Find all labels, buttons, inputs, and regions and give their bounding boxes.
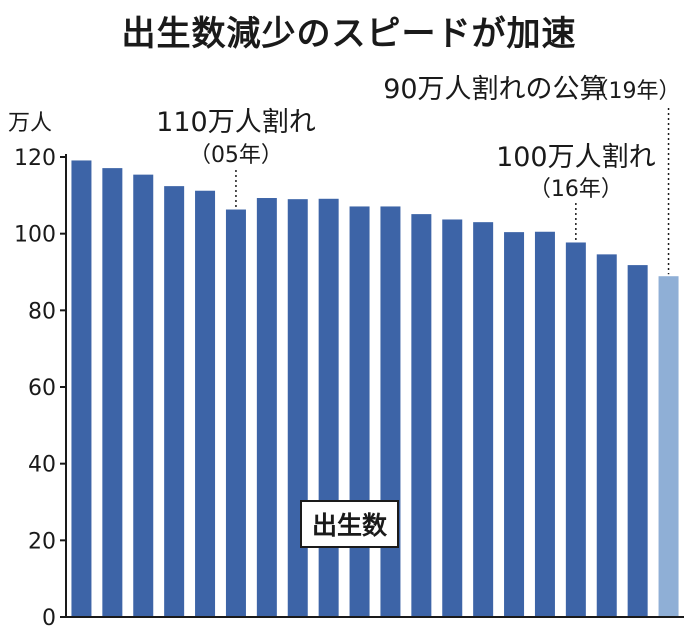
annotation: 110万人割れ （05年） bbox=[156, 107, 316, 208]
annotation-label: 110万人割れ bbox=[156, 107, 316, 138]
bar bbox=[71, 160, 92, 617]
bar bbox=[627, 265, 648, 617]
annotation-year: （19年） bbox=[587, 79, 681, 104]
legend-label: 出生数 bbox=[300, 500, 400, 548]
bar bbox=[565, 242, 586, 617]
bar bbox=[473, 222, 494, 617]
annotation: 90万人割れの公算（19年） bbox=[383, 74, 681, 275]
bar bbox=[442, 219, 463, 617]
y-tick-label: 100 bbox=[14, 223, 56, 248]
annotation-label: 100万人割れ bbox=[496, 142, 656, 173]
bar bbox=[225, 209, 246, 617]
bar bbox=[256, 198, 277, 617]
bar bbox=[287, 199, 308, 617]
y-axis-ticks: 0 20 40 60 80 100 120 bbox=[14, 146, 66, 631]
y-tick-label: 40 bbox=[28, 453, 56, 478]
bar bbox=[133, 174, 154, 617]
annotation-label: 90万人割れの公算 bbox=[383, 74, 606, 105]
annotations: 110万人割れ（05年） 100万人割れ（16年）90万人割れの公算（19年） bbox=[156, 74, 681, 275]
annotation-year: （05年） bbox=[189, 143, 283, 168]
bar bbox=[318, 198, 339, 618]
y-tick-label: 80 bbox=[28, 299, 56, 324]
y-tick-label: 0 bbox=[42, 606, 56, 631]
y-tick-label: 20 bbox=[28, 529, 56, 554]
bar bbox=[504, 232, 525, 617]
annotation: 100万人割れ （16年） bbox=[496, 142, 656, 241]
y-tick-label: 120 bbox=[14, 146, 56, 171]
chart-title: 出生数減少のスピードが加速 bbox=[121, 14, 577, 54]
y-tick-label: 60 bbox=[28, 376, 56, 401]
bar bbox=[658, 276, 679, 617]
y-axis-unit-label: 万人 bbox=[8, 111, 52, 136]
bar bbox=[596, 254, 617, 617]
bar bbox=[164, 186, 185, 617]
bar bbox=[102, 168, 123, 617]
bar bbox=[411, 214, 432, 617]
bar bbox=[534, 231, 555, 617]
bar bbox=[349, 206, 370, 617]
bar-series bbox=[71, 160, 679, 618]
bar bbox=[380, 206, 401, 617]
bar bbox=[195, 190, 216, 617]
annotation-year: （16年） bbox=[529, 177, 623, 202]
